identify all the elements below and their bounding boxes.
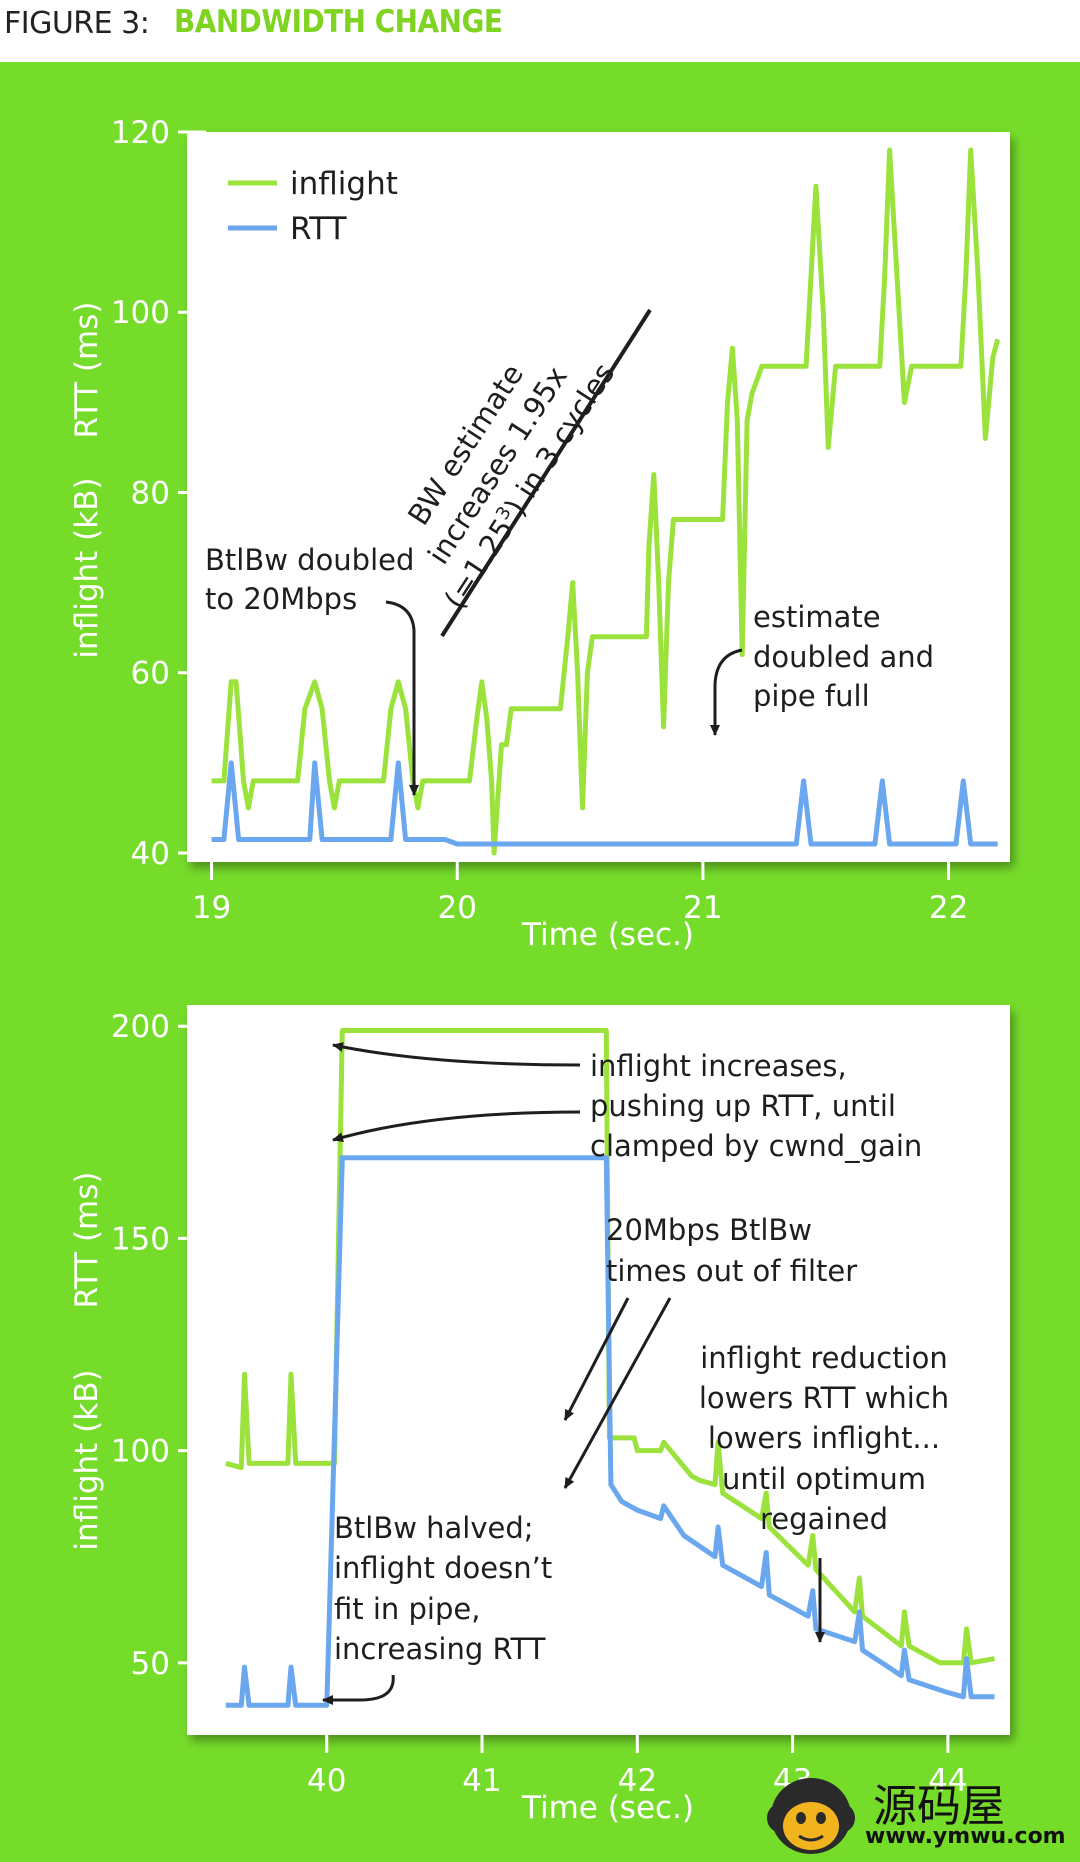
x-tick-label: 41 [462,1763,501,1799]
watermark: 源码屋 www.ymwu.com [765,1770,1075,1858]
annotation-text: lowers RTT which [699,1381,949,1415]
annotation-text: estimate [753,600,881,634]
figure-header: FIGURE 3: BANDWIDTH CHANGE [0,0,1080,60]
annotation-text: BtlBw doubled [205,543,414,577]
x-tick-label: 42 [618,1763,657,1799]
x-tick-label: 20 [438,890,477,926]
figure-title: BANDWIDTH CHANGE [174,4,503,40]
y-tick-label: 150 [111,1221,170,1257]
chart-2-y-axis-title-inflight: inflight (kB) [69,1369,105,1550]
annotation-text: 20Mbps BtlBw [606,1213,812,1247]
annotation-text: doubled and [753,640,934,674]
annotation-line [440,308,652,638]
chart-1-y-axis-title-rtt: RTT (ms) [69,301,105,438]
y-tick-label: 60 [131,656,170,692]
chart-2-series [225,1028,995,1708]
annotation-btlbw-halved: BtlBw halved; inflight doesn’t fit in pi… [322,1511,552,1705]
annotation-arrow [385,600,419,796]
chart-1-series [211,147,1001,856]
annotation-arrow [563,1297,630,1421]
y-tick-label: 200 [111,1009,170,1045]
annotation-arrow [322,1674,395,1705]
chart-1-y-axis-title-inflight: inflight (kB) [69,477,105,658]
legend-label-rtt: RTT [290,211,348,247]
annotation-btlbw-timeout: 20Mbps BtlBw times out of filter [563,1213,857,1489]
annotation-arrow [332,1042,581,1067]
series-line-inflight [225,1028,995,1666]
x-tick-label: 21 [683,890,722,926]
annotation-text: inflight increases, [590,1049,847,1083]
figure-label: FIGURE 3: [4,6,150,41]
chart-2-x-axis-title: Time (sec.) [521,1790,694,1826]
annotation-text: inflight reduction [700,1341,948,1375]
annotation-inflight-reduction: inflight reduction lowers RTT which lowe… [699,1341,949,1643]
series-line-rtt [211,760,998,847]
annotation-text: clamped by cwnd_gain [590,1129,922,1163]
watermark-url: www.ymwu.com [865,1824,1066,1849]
annotation-text: BtlBw halved; [334,1511,534,1545]
annotation-text: until optimum [722,1462,926,1496]
series-line-inflight [211,147,1001,856]
x-tick-label: 19 [192,890,231,926]
y-tick-label: 120 [111,115,170,151]
annotation-text: increasing RTT [334,1632,546,1666]
annotation-arrow [710,648,743,736]
y-tick-label: 100 [111,1434,170,1470]
annotation-text: to 20Mbps [205,582,357,616]
annotation-estimate-doubled: estimate doubled and pipe full [710,600,934,736]
annotation-text: regained [760,1502,888,1536]
x-tick-label: 44 [928,1763,967,1799]
annotation-btlbw-doubled: BtlBw doubled to 20Mbps [205,543,419,796]
annotation-text: inflight doesn’t [334,1551,552,1585]
chart-1-legend: inflight RTT [228,166,398,247]
chart-1-axes: 19 20 21 22 40 60 80 100 120 [111,115,968,926]
annotation-arrow [563,1297,672,1489]
chart-2-plot-area [187,1005,1010,1735]
watermark-title: 源码屋 [873,1781,1005,1832]
annotation-inflight-increases: inflight increases, pushing up RTT, unti… [332,1042,922,1163]
annotation-arrow [332,1110,581,1143]
annotation-text: lowers inflight... [708,1421,940,1455]
y-tick-label: 100 [111,295,170,331]
y-tick-label: 50 [131,1646,170,1682]
monkey-logo-icon [767,1778,855,1854]
annotation-text: times out of filter [606,1254,857,1288]
chart-1-x-axis-title: Time (sec.) [521,917,694,953]
annotation-text: pushing up RTT, until [590,1089,896,1123]
chart-1: 19 20 21 22 40 60 80 100 120 Time (sec.) RTT (ms… [69,115,1010,953]
x-tick-label: 40 [307,1763,346,1799]
annotation-text: fit in pipe, [334,1592,480,1626]
chart-2-y-axis-title-rtt: RTT (ms) [69,1171,105,1308]
legend-label-inflight: inflight [290,166,398,202]
y-tick-label: 40 [131,836,170,872]
x-tick-label: 22 [929,890,968,926]
annotation-text: pipe full [753,679,870,713]
series-line-rtt [225,1155,995,1708]
y-tick-label: 80 [131,475,170,511]
